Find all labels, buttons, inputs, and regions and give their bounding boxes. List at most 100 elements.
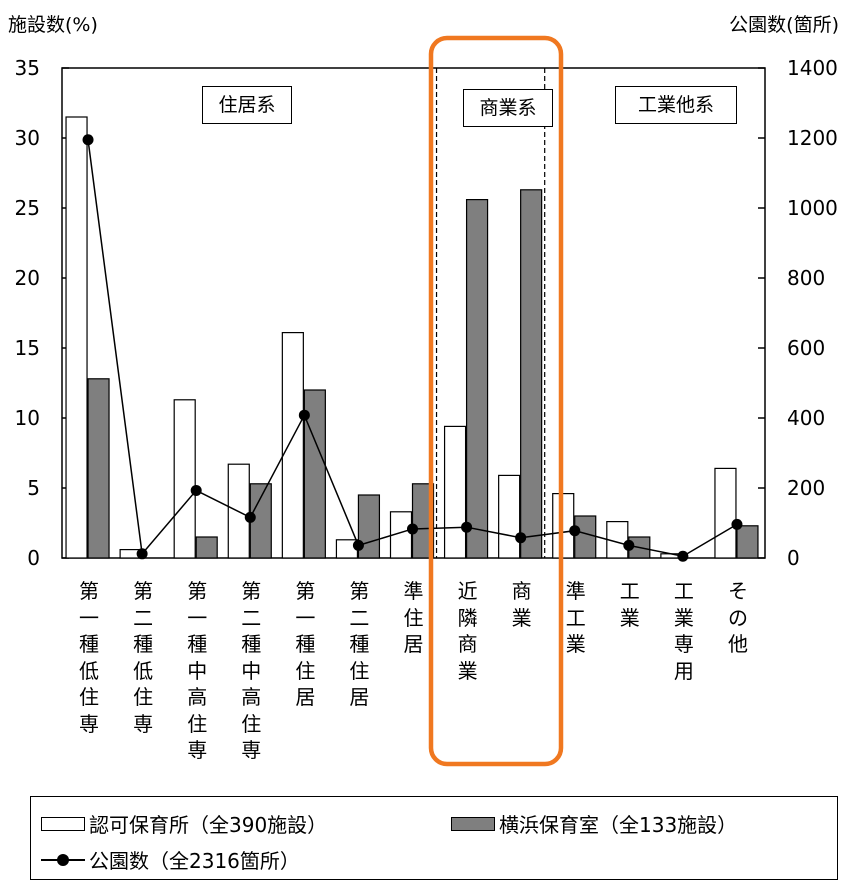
category-label-char: 第: [295, 579, 316, 603]
category-label-char: 住: [349, 658, 370, 683]
right-axis-title: 公園数(箇所): [729, 14, 839, 36]
legend-swatch-gray: [451, 816, 495, 831]
category-label-char: 専: [79, 711, 100, 736]
category-label: 工業専用: [667, 578, 701, 684]
category-label-char: 専: [133, 711, 154, 736]
category-label-char: 業: [511, 605, 532, 630]
category-label-char: 低: [79, 658, 100, 683]
legend-item-yokohama: 横浜保育室（全133施設）: [451, 809, 737, 838]
category-label-char: 高: [187, 685, 208, 709]
right-tick-label: 1000: [787, 196, 838, 220]
category-label-char: 一: [79, 605, 100, 630]
legend-label-yokohama: 横浜保育室（全133施設）: [499, 813, 738, 837]
category-label-char: 種: [349, 632, 370, 656]
park-count-point: [136, 548, 148, 560]
bar-yokohama-nursery: [195, 536, 218, 559]
category-label-char: 第: [133, 579, 154, 603]
right-tick-label: 1400: [787, 56, 838, 80]
legend-label-parks: 公園数（全2316箇所）: [89, 849, 300, 873]
right-tick-label: 200: [787, 476, 825, 500]
park-count-point: [515, 532, 527, 544]
category-label: 第一種住居: [288, 578, 322, 711]
right-tick-label: 400: [787, 406, 825, 430]
category-label-char: 業: [457, 658, 478, 683]
zone-label-residential: 住居系: [202, 86, 292, 124]
bar-licensed-nursery: [65, 116, 88, 559]
bar-yokohama-nursery: [574, 515, 597, 559]
category-label: 第二種低住専: [126, 578, 160, 737]
bar-licensed-nursery: [173, 399, 196, 559]
left-axis-title: 施設数(%): [8, 14, 98, 36]
category-label-char: 業: [565, 632, 586, 656]
category-label-char: 低: [133, 658, 154, 683]
category-label-char: 商: [511, 579, 532, 603]
left-tick-label: 15: [15, 336, 40, 360]
bar-yokohama-nursery: [357, 494, 381, 559]
left-tick-label: 10: [15, 406, 40, 430]
bar-yokohama-nursery: [465, 199, 489, 559]
category-label: 近隣商業: [451, 578, 485, 684]
park-count-point: [461, 521, 473, 533]
park-count-point: [190, 484, 202, 496]
category-label-char: 隣: [457, 605, 478, 630]
category-label-char: 専: [673, 632, 694, 656]
category-label-char: 専: [241, 738, 262, 762]
category-label-char: 他: [727, 632, 748, 656]
category-label-char: そ: [727, 579, 748, 603]
category-label: 第一種中高住専: [180, 578, 214, 764]
bar-licensed-nursery: [714, 467, 737, 559]
category-label-char: 一: [187, 605, 208, 630]
category-label-char: 種: [241, 632, 262, 656]
category-label: その他: [721, 578, 755, 658]
legend-label-licensed: 認可保育所（全390施設）: [89, 813, 328, 837]
category-label-char: 二: [241, 605, 262, 630]
category-label-char: 第: [349, 579, 370, 603]
category-label-char: 住: [403, 605, 424, 630]
category-label-char: 種: [133, 632, 154, 656]
legend-swatch-white: [41, 816, 85, 831]
category-label-char: 住: [187, 711, 208, 736]
category-label-char: 一: [295, 605, 316, 630]
category-label-char: 二: [349, 605, 370, 630]
category-label-char: 居: [349, 685, 370, 709]
park-count-point: [569, 525, 581, 537]
zone-label-industrial: 工業他系: [615, 86, 737, 124]
category-label-char: 第: [79, 579, 100, 603]
category-label-char: 高: [241, 685, 262, 709]
right-tick-label: 0: [787, 546, 800, 570]
right-tick-label: 1200: [787, 126, 838, 150]
park-count-point: [731, 518, 743, 530]
legend-line-marker: [41, 853, 85, 867]
left-tick-label: 35: [15, 56, 40, 80]
category-label-char: 専: [187, 738, 208, 762]
category-label-char: 住: [133, 685, 154, 709]
park-count-point: [407, 523, 418, 535]
right-tick-label: 800: [787, 266, 825, 290]
category-label: 第一種低住専: [72, 578, 106, 737]
category-label-char: 種: [187, 632, 208, 656]
category-label-char: 住: [295, 658, 316, 683]
category-label: 準工業: [559, 578, 593, 658]
legend: 認可保育所（全390施設） 横浜保育室（全133施設） 公園数（全2316箇所）: [30, 796, 838, 880]
category-label-char: 種: [295, 632, 316, 656]
category-label: 第二種住居: [342, 578, 376, 711]
category-label-char: 種: [79, 632, 100, 656]
left-tick-label: 5: [27, 476, 40, 500]
left-tick-label: 0: [27, 546, 40, 570]
bar-yokohama-nursery: [411, 483, 435, 559]
category-label-char: 業: [619, 605, 640, 630]
category-label-char: 居: [295, 685, 316, 709]
category-label-char: 用: [673, 658, 694, 683]
legend-item-licensed: 認可保育所（全390施設）: [41, 809, 327, 838]
legend-item-parks: 公園数（全2316箇所）: [41, 845, 300, 874]
bar-yokohama-nursery: [736, 525, 759, 559]
category-label-char: 住: [79, 685, 100, 709]
left-tick-label: 30: [15, 126, 40, 150]
category-label-char: 工: [565, 605, 586, 630]
category-label-char: 居: [403, 632, 424, 656]
category-label-char: 商: [457, 632, 478, 656]
category-label-char: 工: [673, 579, 694, 603]
right-tick-label: 600: [787, 336, 825, 360]
category-label-char: 中: [241, 658, 262, 683]
park-count-point: [298, 409, 310, 421]
